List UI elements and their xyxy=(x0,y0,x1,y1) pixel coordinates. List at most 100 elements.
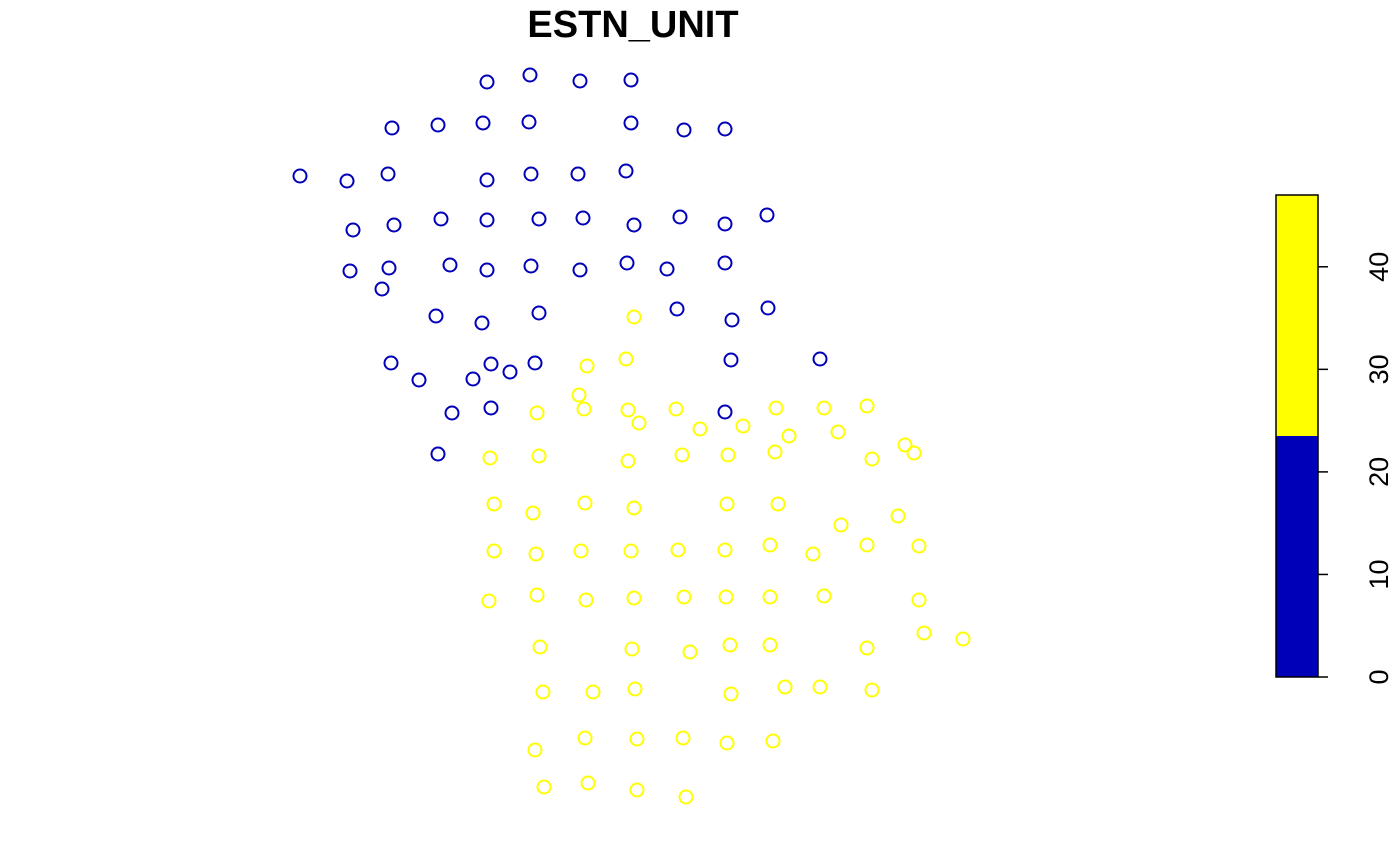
data-point xyxy=(479,262,495,278)
data-point xyxy=(674,447,690,463)
data-point xyxy=(717,121,733,137)
data-point xyxy=(623,543,639,559)
data-point xyxy=(430,446,446,462)
data-point xyxy=(479,172,495,188)
legend-tick-label: 10 xyxy=(1364,559,1394,589)
data-point xyxy=(465,371,481,387)
data-point xyxy=(816,588,832,604)
data-point xyxy=(482,450,498,466)
data-point xyxy=(906,445,922,461)
legend-tick-label: 40 xyxy=(1364,252,1394,282)
data-point xyxy=(816,400,832,416)
data-point xyxy=(723,352,739,368)
legend-band-high xyxy=(1276,195,1318,436)
data-point xyxy=(670,542,686,558)
data-point xyxy=(781,428,797,444)
data-point xyxy=(442,257,458,273)
data-point xyxy=(675,730,691,746)
data-point xyxy=(762,589,778,605)
data-point xyxy=(669,301,685,317)
data-point xyxy=(502,364,518,380)
data-point xyxy=(717,255,733,271)
data-point xyxy=(428,308,444,324)
legend-tick-label: 0 xyxy=(1364,669,1394,684)
data-point xyxy=(380,166,396,182)
data-point xyxy=(718,589,734,605)
data-point xyxy=(578,592,594,608)
data-point xyxy=(523,258,539,274)
data-point xyxy=(805,546,821,562)
data-point xyxy=(585,684,601,700)
data-point xyxy=(573,543,589,559)
data-point xyxy=(631,415,647,431)
data-point xyxy=(572,262,588,278)
data-point xyxy=(864,682,880,698)
data-point xyxy=(345,222,361,238)
data-point xyxy=(433,211,449,227)
data-point xyxy=(531,448,547,464)
data-point xyxy=(575,210,591,226)
data-point xyxy=(659,261,675,277)
data-point xyxy=(444,405,460,421)
data-point xyxy=(536,779,552,795)
data-point xyxy=(768,400,784,416)
data-point xyxy=(762,637,778,653)
data-point xyxy=(577,495,593,511)
data-point xyxy=(629,782,645,798)
data-point xyxy=(624,641,640,657)
data-point xyxy=(770,496,786,512)
data-point xyxy=(717,404,733,420)
data-point xyxy=(627,681,643,697)
data-point xyxy=(475,115,491,131)
data-point xyxy=(623,72,639,88)
data-point xyxy=(812,679,828,695)
data-point xyxy=(760,300,776,316)
legend-tick-label: 30 xyxy=(1364,354,1394,384)
data-point xyxy=(411,372,427,388)
color-legend: 0 10 20 30 40 xyxy=(1275,194,1394,685)
data-point xyxy=(676,589,692,605)
data-point xyxy=(576,401,592,417)
data-point xyxy=(859,398,875,414)
data-point xyxy=(762,537,778,553)
data-point xyxy=(580,775,596,791)
data-point xyxy=(682,644,698,660)
data-point xyxy=(717,216,733,232)
data-point xyxy=(626,217,642,233)
data-point xyxy=(383,355,399,371)
data-point xyxy=(525,505,541,521)
data-point xyxy=(911,592,927,608)
data-point xyxy=(339,173,355,189)
data-point xyxy=(531,211,547,227)
data-point xyxy=(765,733,781,749)
data-point xyxy=(722,637,738,653)
data-point xyxy=(619,255,635,271)
data-point xyxy=(483,356,499,372)
data-point xyxy=(626,500,642,516)
data-point xyxy=(481,593,497,609)
data-point xyxy=(916,625,932,641)
data-point xyxy=(374,281,390,297)
legend-ticks: 0 10 20 30 40 xyxy=(1318,252,1394,685)
data-point xyxy=(572,73,588,89)
data-point xyxy=(777,679,793,695)
data-point xyxy=(618,351,634,367)
data-point xyxy=(384,120,400,136)
data-point xyxy=(386,217,402,233)
data-point xyxy=(724,312,740,328)
legend-frame xyxy=(1275,194,1319,678)
data-point xyxy=(292,168,308,184)
data-point xyxy=(577,730,593,746)
data-point xyxy=(527,742,543,758)
data-point xyxy=(720,447,736,463)
data-point xyxy=(629,731,645,747)
legend-tick-label: 20 xyxy=(1364,457,1394,487)
data-point xyxy=(521,114,537,130)
data-point xyxy=(474,315,490,331)
data-point xyxy=(767,444,783,460)
data-point xyxy=(570,166,586,182)
data-point xyxy=(486,543,502,559)
data-point xyxy=(911,538,927,554)
data-point xyxy=(864,451,880,467)
data-point xyxy=(523,166,539,182)
